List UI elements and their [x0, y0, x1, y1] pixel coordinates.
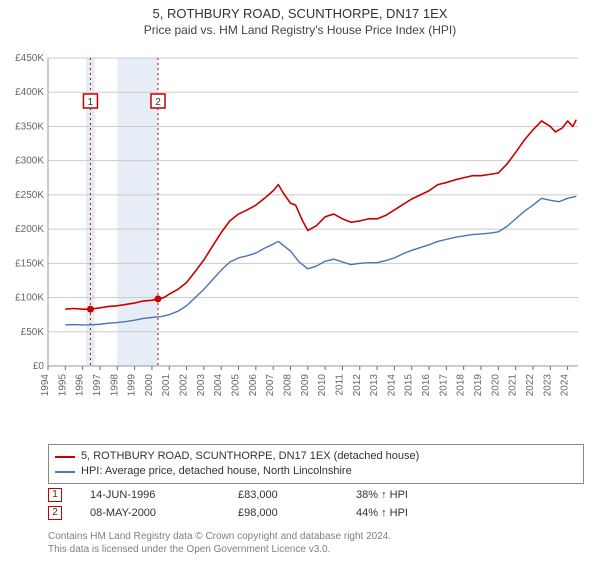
legend-label: 5, ROTHBURY ROAD, SCUNTHORPE, DN17 1EX (…: [81, 449, 419, 464]
legend-item-price-paid: 5, ROTHBURY ROAD, SCUNTHORPE, DN17 1EX (…: [55, 449, 577, 464]
marker-table: 1 14-JUN-1996 £83,000 38% ↑ HPI 2 08-MAY…: [48, 486, 584, 522]
svg-text:1996: 1996: [75, 374, 86, 397]
svg-text:2022: 2022: [525, 374, 536, 397]
marker-price: £98,000: [238, 504, 328, 522]
legend-label: HPI: Average price, detached house, Nort…: [81, 464, 352, 479]
marker-price: £83,000: [238, 486, 328, 504]
marker-pct: 38% ↑ HPI: [356, 486, 456, 504]
svg-text:2015: 2015: [404, 374, 415, 397]
svg-text:£350K: £350K: [15, 121, 44, 132]
svg-text:£450K: £450K: [15, 53, 44, 64]
marker-badge-2: 2: [48, 506, 62, 520]
svg-text:2001: 2001: [161, 374, 172, 397]
svg-text:£100K: £100K: [15, 293, 44, 304]
svg-text:2004: 2004: [213, 374, 224, 397]
svg-text:2: 2: [155, 97, 161, 108]
svg-text:1998: 1998: [109, 374, 120, 397]
legend: 5, ROTHBURY ROAD, SCUNTHORPE, DN17 1EX (…: [48, 444, 584, 484]
chart-svg: £0£50K£100K£150K£200K£250K£300K£350K£400…: [48, 52, 584, 402]
svg-text:£400K: £400K: [15, 87, 44, 98]
chart-subtitle: Price paid vs. HM Land Registry's House …: [0, 23, 600, 37]
svg-text:2020: 2020: [490, 374, 501, 397]
svg-text:2019: 2019: [473, 374, 484, 397]
svg-text:2002: 2002: [179, 374, 190, 397]
svg-text:2005: 2005: [231, 374, 242, 397]
marker-date: 08-MAY-2000: [90, 504, 210, 522]
svg-text:2024: 2024: [560, 374, 571, 397]
svg-text:2010: 2010: [317, 374, 328, 397]
marker-pct: 44% ↑ HPI: [356, 504, 456, 522]
svg-text:2000: 2000: [144, 374, 155, 397]
marker-row: 2 08-MAY-2000 £98,000 44% ↑ HPI: [48, 504, 584, 522]
svg-text:2011: 2011: [334, 374, 345, 396]
svg-text:1: 1: [88, 97, 94, 108]
footer-attribution: Contains HM Land Registry data © Crown c…: [48, 530, 584, 556]
marker-date: 14-JUN-1996: [90, 486, 210, 504]
svg-text:2006: 2006: [248, 374, 259, 397]
svg-text:2009: 2009: [300, 374, 311, 397]
svg-text:1999: 1999: [127, 374, 138, 397]
svg-text:2016: 2016: [421, 374, 432, 397]
svg-text:£50K: £50K: [21, 327, 45, 338]
svg-text:£150K: £150K: [15, 258, 44, 269]
svg-text:1995: 1995: [57, 374, 68, 397]
svg-text:2003: 2003: [196, 374, 207, 397]
chart-container: 5, ROTHBURY ROAD, SCUNTHORPE, DN17 1EX P…: [0, 6, 600, 566]
chart-title: 5, ROTHBURY ROAD, SCUNTHORPE, DN17 1EX: [0, 6, 600, 21]
marker-row: 1 14-JUN-1996 £83,000 38% ↑ HPI: [48, 486, 584, 504]
chart-plot-area: £0£50K£100K£150K£200K£250K£300K£350K£400…: [48, 52, 584, 402]
footer-line: This data is licensed under the Open Gov…: [48, 543, 584, 556]
svg-text:2023: 2023: [542, 374, 553, 397]
svg-text:2021: 2021: [508, 374, 519, 397]
svg-text:2008: 2008: [282, 374, 293, 397]
svg-text:2014: 2014: [386, 374, 397, 397]
svg-text:2012: 2012: [352, 374, 363, 397]
svg-text:1997: 1997: [92, 374, 103, 397]
legend-item-hpi: HPI: Average price, detached house, Nort…: [55, 464, 577, 479]
svg-text:2013: 2013: [369, 374, 380, 397]
footer-line: Contains HM Land Registry data © Crown c…: [48, 530, 584, 543]
svg-text:2018: 2018: [456, 374, 467, 397]
svg-text:£0: £0: [33, 361, 45, 372]
legend-swatch-hpi: [55, 471, 75, 473]
svg-text:2007: 2007: [265, 374, 276, 397]
svg-text:£300K: £300K: [15, 156, 44, 167]
svg-text:£200K: £200K: [15, 224, 44, 235]
svg-text:£250K: £250K: [15, 190, 44, 201]
svg-text:2017: 2017: [438, 374, 449, 397]
svg-text:1994: 1994: [40, 374, 51, 397]
marker-badge-1: 1: [48, 488, 62, 502]
legend-swatch-price-paid: [55, 456, 75, 458]
